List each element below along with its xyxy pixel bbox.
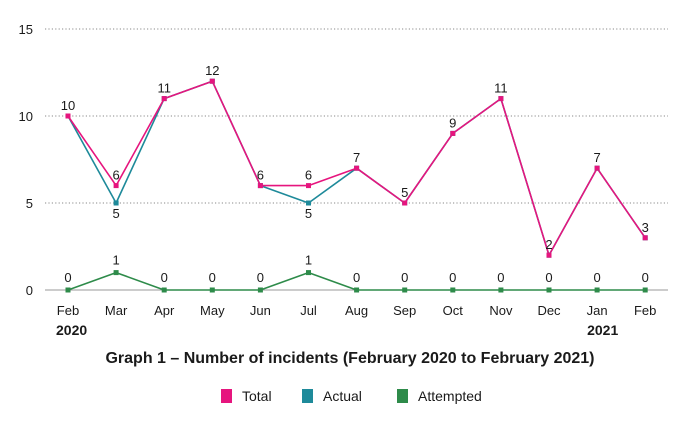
data-label-total: 6 [257,168,264,183]
point-total [65,113,71,119]
x-axis-ticks: Feb Mar Apr May Jun Jul Aug Sep Oct Nov Dec Jan Feb 2… [56,303,656,338]
y-tick-label: 0 [26,283,33,298]
data-label-attempted: 0 [64,270,71,285]
legend-label-attempted: Attempted [418,388,482,404]
legend-label-total: Total [242,388,272,404]
data-label-total: 9 [449,115,456,130]
x-tick-label: Jan [587,303,608,318]
point-attempted [642,287,648,293]
point-actual [113,200,119,206]
point-attempted [113,270,119,276]
x-year-label: 2020 [56,322,87,338]
data-label-total: 3 [642,220,649,235]
point-attempted [594,287,600,293]
x-tick-label: Sep [393,303,416,318]
series-lines [67,80,646,291]
data-label-attempted: 0 [642,270,649,285]
point-actual [306,200,311,206]
data-label-attempted: 0 [401,270,408,285]
legend-swatch-total [221,389,232,403]
data-label-attempted: 0 [545,270,552,285]
data-label-total: 11 [494,81,508,96]
point-attempted [498,287,504,293]
point-attempted [402,287,408,293]
point-attempted [209,287,215,293]
x-tick-label: Feb [57,303,79,318]
legend-item-attempted: Attempted [397,386,482,406]
x-tick-label: Jul [300,303,317,318]
data-label-actual: 5 [305,206,312,221]
point-total [161,96,167,102]
point-total [113,183,119,189]
data-label-attempted: 0 [353,270,360,285]
data-label-total: 2 [545,237,552,252]
point-attempted [306,270,311,276]
data-label-attempted: 0 [161,270,168,285]
data-label-total: 12 [205,63,219,78]
data-label-total: 6 [305,168,312,183]
point-total [402,200,408,206]
chart-title: Graph 1 – Number of incidents (February … [105,350,595,367]
y-tick-label: 5 [26,196,33,211]
legend-item-total: Total [221,386,272,406]
point-total [354,165,360,171]
x-tick-label: Nov [489,303,513,318]
data-label-attempted: 1 [305,253,312,268]
data-label-total: 6 [112,168,119,183]
point-attempted [257,287,263,293]
data-label-total: 5 [401,185,408,200]
legend-swatch-actual [302,389,313,403]
data-label-total: 7 [593,150,600,165]
point-attempted [161,287,167,293]
point-total [546,252,552,258]
x-tick-label: Mar [105,303,128,318]
data-label-attempted: 0 [449,270,456,285]
point-total [594,165,600,171]
legend-label-actual: Actual [323,388,362,404]
y-tick-label: 15 [19,22,33,37]
point-total [209,78,215,84]
point-attempted [65,287,71,293]
point-total [450,130,456,136]
data-label-attempted: 0 [257,270,264,285]
x-year-label: 2021 [587,322,618,338]
x-tick-label: Apr [154,303,175,318]
chart-legend: Total Actual Attempted [0,386,700,406]
point-attempted [450,287,456,293]
data-label-attempted: 1 [112,253,119,268]
series-points [65,78,648,293]
y-axis-ticks: 0 5 10 15 [19,22,33,298]
point-attempted [354,287,360,293]
data-label-attempted: 0 [209,270,216,285]
point-total [257,183,263,189]
data-label-actual: 5 [112,206,119,221]
point-total [306,183,311,189]
x-tick-label: Oct [443,303,464,318]
data-label-attempted: 0 [593,270,600,285]
legend-item-actual: Actual [302,386,362,406]
x-tick-label: Aug [345,303,368,318]
x-tick-label: Dec [537,303,561,318]
point-total [498,96,504,102]
x-tick-label: Jun [250,303,271,318]
data-label-total: 10 [61,98,75,113]
data-label-total: 11 [157,81,171,96]
legend-swatch-attempted [397,389,408,403]
point-total [642,235,648,241]
x-tick-label: Feb [634,303,656,318]
data-label-attempted: 0 [497,270,504,285]
data-label-total: 7 [353,150,360,165]
point-attempted [546,287,552,293]
x-tick-label: May [200,303,225,318]
y-tick-label: 10 [19,109,33,124]
